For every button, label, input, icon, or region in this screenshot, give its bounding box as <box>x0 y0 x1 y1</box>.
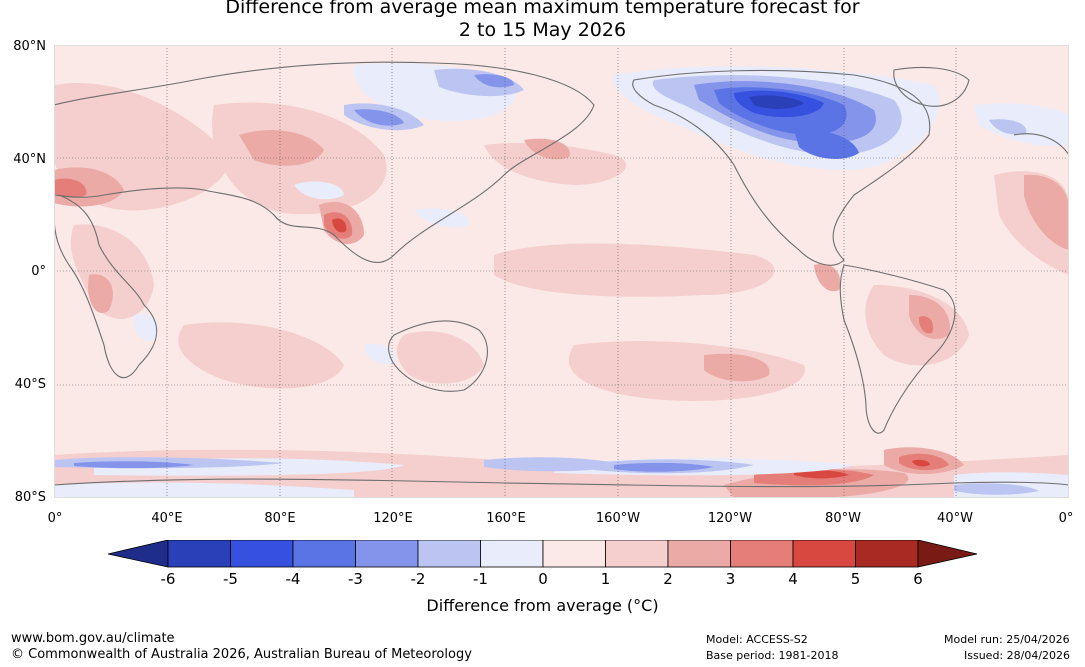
colorbar-tick-label: -5 <box>223 570 238 588</box>
colorbar-cell <box>292 540 356 568</box>
colorbar-title: Difference from average (°C) <box>426 596 659 615</box>
lat-label-40n: 40°N <box>13 152 46 167</box>
coastline-north-america <box>632 69 931 266</box>
colorbar-cell <box>230 540 294 568</box>
anomaly-layer-4-5 <box>332 218 930 479</box>
colorbar-tick-label: -2 <box>410 570 426 588</box>
lon-label-0: 0° <box>47 511 63 526</box>
footer-website: www.bom.gov.au/climate <box>11 631 175 646</box>
lon-label-80e: 80°E <box>264 511 296 526</box>
coastline-antarctica <box>54 478 1069 488</box>
colorbar-tick-label: -3 <box>348 570 363 588</box>
lon-label-120e: 120°E <box>373 511 413 526</box>
coastline-africa <box>54 194 158 379</box>
colorbar-tick-label: 3 <box>725 570 736 588</box>
colorbar-tick-label: -4 <box>285 570 301 588</box>
colorbar-cell <box>417 540 481 568</box>
colorbar-tick-label: 2 <box>663 570 673 588</box>
colorbar-cell <box>730 540 794 568</box>
graticule <box>54 45 1069 498</box>
footer-model-run: Model run: 25/04/2026 <box>944 633 1070 646</box>
lon-label-40w: 40°W <box>937 511 973 526</box>
lon-label-160w: 160°W <box>595 511 641 526</box>
lon-label-120w: 120°W <box>707 511 753 526</box>
colorbar-cell <box>792 540 856 568</box>
lat-label-80s: 80°S <box>14 490 46 505</box>
title-line-1: Difference from average mean maximum tem… <box>225 0 860 18</box>
coastline-eurasia <box>54 61 595 263</box>
colorbar-tick-label: 6 <box>913 570 923 588</box>
coastline-south-america <box>839 264 956 434</box>
map-border <box>54 45 1069 498</box>
footer-copyright: © Commonwealth of Australia 2026, Austra… <box>11 647 472 662</box>
lon-label-0-right: 0° <box>1058 511 1074 526</box>
colorbar-cell <box>167 540 231 568</box>
lat-label-80n: 80°N <box>13 39 46 54</box>
colorbar-extend-low <box>108 540 169 568</box>
coastline-greenland <box>893 66 970 107</box>
temperature-anomaly-map <box>54 45 1069 498</box>
lat-label-40s: 40°S <box>14 377 46 392</box>
lon-label-40e: 40°E <box>151 511 183 526</box>
colorbar-cell <box>480 540 544 568</box>
colorbar-cell <box>605 540 669 568</box>
colorbar-tick-label: 4 <box>788 570 798 588</box>
colorbar-cell <box>355 540 419 568</box>
footer-issued: Issued: 28/04/2026 <box>964 649 1071 662</box>
map-title: Difference from average mean maximum tem… <box>0 0 1085 42</box>
colorbar <box>108 540 978 568</box>
coastlines <box>54 61 1069 488</box>
colorbar-cell <box>667 540 731 568</box>
map-canvas <box>54 45 1069 498</box>
colorbar-tick-label: -6 <box>160 570 176 588</box>
colorbar-tick-label: 0 <box>538 570 548 588</box>
colorbar-tick-label: -1 <box>473 570 488 588</box>
lon-label-160e: 160°E <box>486 511 526 526</box>
lon-label-80w: 80°W <box>825 511 861 526</box>
colorbar-tick-label: 5 <box>850 570 861 588</box>
anomaly-layer-neg-5-6 <box>749 95 804 109</box>
colorbar-cell <box>855 540 919 568</box>
footer-model: Model: ACCESS-S2 <box>706 633 808 646</box>
colorbar-cells <box>167 540 919 568</box>
lat-label-0: 0° <box>31 264 46 279</box>
coastline-australia <box>388 320 488 392</box>
colorbar-extend-high <box>917 540 978 568</box>
colorbar-cell <box>542 540 606 568</box>
coastline-europe-east-edge <box>1013 133 1069 156</box>
title-line-2: 2 to 15 May 2026 <box>458 19 627 41</box>
colorbar-tick-label: 1 <box>600 570 611 588</box>
footer-base-period: Base period: 1981-2018 <box>706 649 839 662</box>
